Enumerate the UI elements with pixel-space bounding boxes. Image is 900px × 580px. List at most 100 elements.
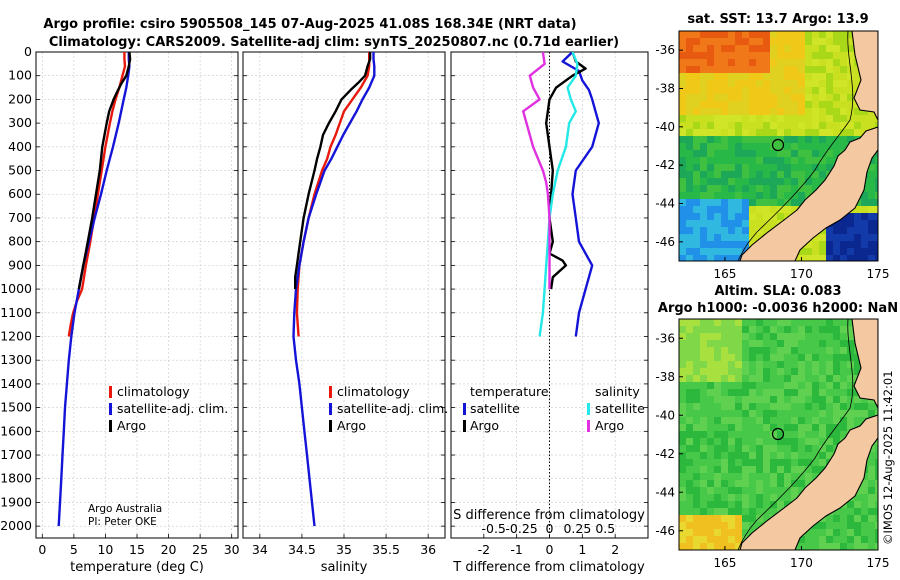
field-cell — [826, 80, 833, 87]
map-y-tick-label: -42 — [655, 447, 675, 461]
field-cell — [847, 248, 854, 255]
field-cell — [686, 227, 693, 234]
field-cell — [742, 73, 749, 80]
field-cell — [728, 87, 735, 94]
field-cell — [742, 31, 749, 38]
field-cell — [742, 129, 749, 136]
field-cell — [693, 452, 700, 459]
field-cell — [840, 80, 847, 87]
field-cell — [693, 319, 700, 326]
field-cell — [749, 129, 756, 136]
field-cell — [700, 206, 707, 213]
field-cell — [840, 59, 847, 66]
field-cell — [763, 178, 770, 185]
field-cell — [735, 157, 742, 164]
field-cell — [777, 494, 784, 501]
field-cell — [679, 171, 686, 178]
field-cell — [714, 354, 721, 361]
field-cell — [875, 178, 878, 185]
field-cell — [721, 199, 728, 206]
field-cell — [840, 122, 847, 129]
field-cell — [777, 59, 784, 66]
field-cell — [791, 368, 798, 375]
legend-title-temperature: temperature — [470, 384, 549, 399]
field-cell — [826, 529, 833, 536]
field-cell — [728, 227, 735, 234]
field-cell — [756, 234, 763, 241]
field-cell — [777, 115, 784, 122]
field-cell — [714, 522, 721, 529]
field-cell — [777, 368, 784, 375]
y-tick-label: 1600 — [0, 423, 32, 438]
field-cell — [686, 543, 693, 550]
field-cell — [756, 368, 763, 375]
x-tick-label: 34 — [252, 542, 268, 557]
y-tick-label: 700 — [8, 210, 32, 225]
field-cell — [686, 382, 693, 389]
field-cell — [763, 129, 770, 136]
field-cell — [854, 515, 861, 522]
field-cell — [784, 424, 791, 431]
field-cell — [693, 487, 700, 494]
field-cell — [742, 501, 749, 508]
map-x-tick-label: 175 — [867, 556, 890, 570]
field-cell — [791, 136, 798, 143]
field-cell — [693, 185, 700, 192]
field-cell — [735, 80, 742, 87]
field-cell — [763, 361, 770, 368]
field-cell — [833, 80, 840, 87]
field-cell — [770, 206, 777, 213]
field-cell — [721, 157, 728, 164]
field-cell — [784, 73, 791, 80]
x-tick-label: 2 — [611, 542, 619, 557]
field-cell — [707, 234, 714, 241]
field-cell — [847, 80, 854, 87]
field-cell — [686, 255, 693, 261]
field-cell — [686, 417, 693, 424]
field-cell — [784, 501, 791, 508]
field-cell — [833, 150, 840, 157]
field-cell — [819, 375, 826, 382]
field-cell — [707, 389, 714, 396]
field-cell — [770, 185, 777, 192]
field-cell — [847, 227, 854, 234]
field-cell — [679, 438, 686, 445]
field-cell — [770, 150, 777, 157]
field-cell — [742, 424, 749, 431]
field-cell — [847, 59, 854, 66]
field-cell — [679, 94, 686, 101]
field-cell — [742, 466, 749, 473]
field-cell — [679, 515, 686, 522]
field-cell — [798, 94, 805, 101]
field-cell — [784, 466, 791, 473]
field-cell — [854, 368, 861, 375]
field-cell — [784, 199, 791, 206]
field-cell — [798, 459, 805, 466]
field-cell — [749, 150, 756, 157]
field-cell — [721, 206, 728, 213]
field-cell — [847, 52, 854, 59]
field-cell — [875, 234, 878, 241]
field-cell — [749, 326, 756, 333]
field-cell — [847, 234, 854, 241]
field-cell — [749, 473, 756, 480]
field-cell — [728, 424, 735, 431]
field-cell — [868, 452, 875, 459]
field-cell — [686, 354, 693, 361]
field-cell — [791, 396, 798, 403]
field-cell — [763, 164, 770, 171]
field-cell — [840, 319, 847, 326]
field-cell — [756, 192, 763, 199]
field-cell — [742, 213, 749, 220]
field-cell — [833, 396, 840, 403]
field-cell — [686, 368, 693, 375]
field-cell — [819, 52, 826, 59]
field-cell — [819, 536, 826, 543]
field-cell — [826, 445, 833, 452]
field-cell — [700, 31, 707, 38]
field-cell — [742, 487, 749, 494]
field-cell — [798, 417, 805, 424]
field-cell — [742, 375, 749, 382]
field-cell — [798, 333, 805, 340]
legend-label-climatology: climatology — [337, 384, 410, 399]
